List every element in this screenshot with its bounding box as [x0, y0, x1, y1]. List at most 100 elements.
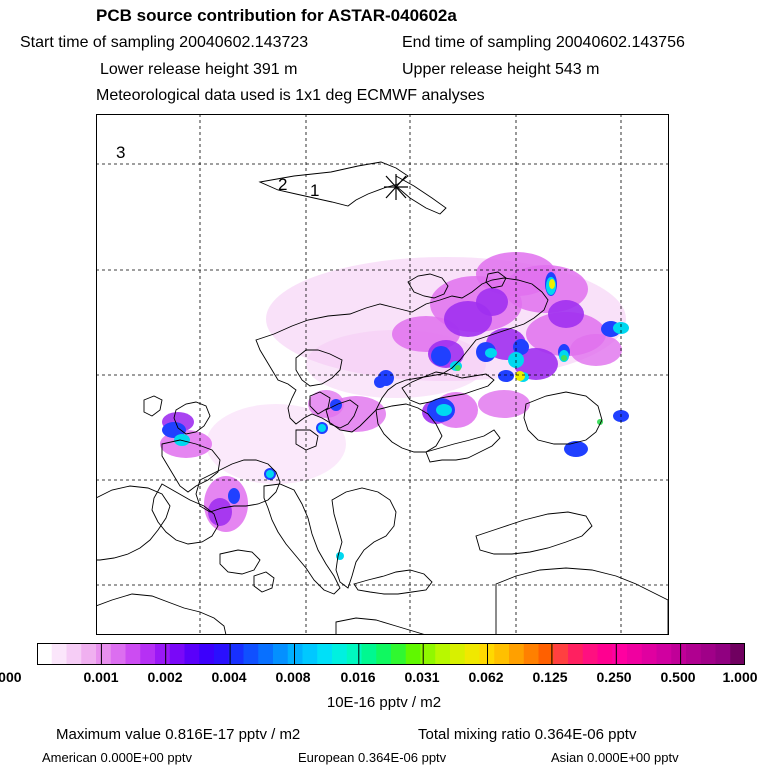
plume-patch: [208, 498, 232, 526]
plume-patch: [613, 322, 629, 334]
day-label-3: 3: [116, 143, 125, 162]
colorbar-dividers: [100, 643, 682, 665]
lower-height-label: Lower release height 391 m: [100, 61, 298, 78]
colorbar-cell: [125, 643, 141, 665]
colorbar-tick: 0.000: [0, 669, 22, 685]
colorbar-cell: [450, 643, 466, 665]
colorbar-tick: 0.002: [147, 669, 183, 685]
plume-patch: [476, 288, 508, 316]
colorbar-cell: [51, 643, 68, 665]
plume-patch: [174, 434, 190, 446]
plume-patch: [266, 470, 274, 478]
colorbar-cell: [435, 643, 451, 665]
colorbar-cell: [391, 643, 407, 665]
grid-lines: [96, 114, 669, 635]
colorbar-svg: [37, 643, 745, 665]
colorbar-cell: [597, 643, 613, 665]
american-contribution: American 0.000E+00 pptv: [42, 750, 192, 765]
colorbar-cell: [730, 643, 745, 665]
colorbar-cell: [169, 643, 186, 665]
plume-patch: [515, 371, 525, 381]
colorbar-units: 10E-16 pptv / m2: [326, 694, 442, 711]
colorbar-cell: [346, 643, 363, 665]
colorbar-cell: [66, 643, 82, 665]
colorbar-cell: [184, 643, 200, 665]
colorbar-cell: [214, 643, 230, 665]
colorbar-cell: [464, 643, 481, 665]
colorbar-cell: [317, 643, 333, 665]
colorbar: [37, 643, 745, 665]
colorbar-cell: [273, 643, 289, 665]
plume-patch: [436, 404, 452, 416]
colorbar-cell: [140, 643, 156, 665]
plume-patch: [318, 424, 326, 432]
plume-patch: [228, 488, 240, 504]
plume-patch: [455, 365, 461, 371]
colorbar-cell: [420, 643, 436, 665]
colorbar-cell: [376, 643, 392, 665]
colorbar-cell: [199, 643, 215, 665]
colorbar-tick: 0.250: [596, 669, 632, 685]
colorbar-tick: 0.001: [83, 669, 119, 685]
plume-patch: [561, 355, 567, 361]
colorbar-cell: [37, 643, 53, 665]
plume-patch: [206, 404, 346, 484]
asian-contribution: Asian 0.000E+00 pptv: [551, 750, 679, 765]
colorbar-cell: [715, 643, 731, 665]
colorbar-cell: [228, 643, 245, 665]
colorbar-cell: [302, 643, 318, 665]
colorbar-cell: [509, 643, 525, 665]
plume-patch: [308, 390, 344, 418]
colorbar-cell: [538, 643, 554, 665]
colorbar-cell: [700, 643, 717, 665]
colorbar-cell: [523, 643, 540, 665]
colorbar-tick: 0.062: [468, 669, 504, 685]
colorbar-tick: 0.004: [211, 669, 247, 685]
plume-patch: [498, 370, 514, 382]
plume-patch: [431, 346, 451, 366]
european-contribution: European 0.364E-06 pptv: [298, 750, 447, 765]
sampling-site-marker: [384, 174, 408, 200]
end-time-label: End time of sampling 20040602.143756: [402, 34, 685, 51]
colorbar-cell: [81, 643, 97, 665]
coastlines: [96, 161, 669, 635]
colorbar-cells: [37, 643, 745, 665]
start-time-label: Start time of sampling 20040602.143723: [20, 34, 309, 51]
max-value-label: Maximum value 0.816E-17 pptv / m2: [56, 726, 301, 743]
colorbar-cell: [582, 643, 599, 665]
map-svg: 3 2 1: [96, 114, 669, 635]
upper-height-label: Upper release height 543 m: [402, 61, 600, 78]
day-label-2: 2: [278, 175, 287, 194]
colorbar-cell: [332, 643, 348, 665]
colorbar-tick: 0.016: [340, 669, 376, 685]
colorbar-cell: [361, 643, 377, 665]
colorbar-tick: 1.000: [722, 669, 758, 685]
plume-patch: [549, 279, 555, 289]
met-data-label: Meteorological data used is 1x1 deg ECMW…: [96, 87, 485, 104]
colorbar-cell: [641, 643, 658, 665]
colorbar-cell: [96, 643, 112, 665]
plume-patch: [514, 348, 558, 380]
plume-patch: [162, 422, 186, 438]
colorbar-cell: [243, 643, 259, 665]
colorbar-cell: [553, 643, 569, 665]
colorbar-tick: 0.008: [275, 669, 311, 685]
colorbar-cell: [287, 643, 304, 665]
colorbar-cell: [110, 643, 127, 665]
colorbar-tick: 0.031: [404, 669, 440, 685]
plume-patch: [513, 339, 529, 355]
colorbar-cell: [671, 643, 687, 665]
colorbar-cell: [405, 643, 422, 665]
day-label-1: 1: [310, 181, 319, 200]
colorbar-cell: [627, 643, 643, 665]
plume-patch: [548, 300, 584, 328]
colorbar-cell: [155, 643, 171, 665]
colorbar-cell: [258, 643, 274, 665]
colorbar-frame: [37, 643, 745, 665]
plume-patch: [485, 348, 497, 358]
plume-patch: [478, 390, 530, 418]
colorbar-cell: [494, 643, 510, 665]
plume-patch: [374, 376, 386, 388]
colorbar-cell: [686, 643, 702, 665]
colorbar-cell: [568, 643, 584, 665]
